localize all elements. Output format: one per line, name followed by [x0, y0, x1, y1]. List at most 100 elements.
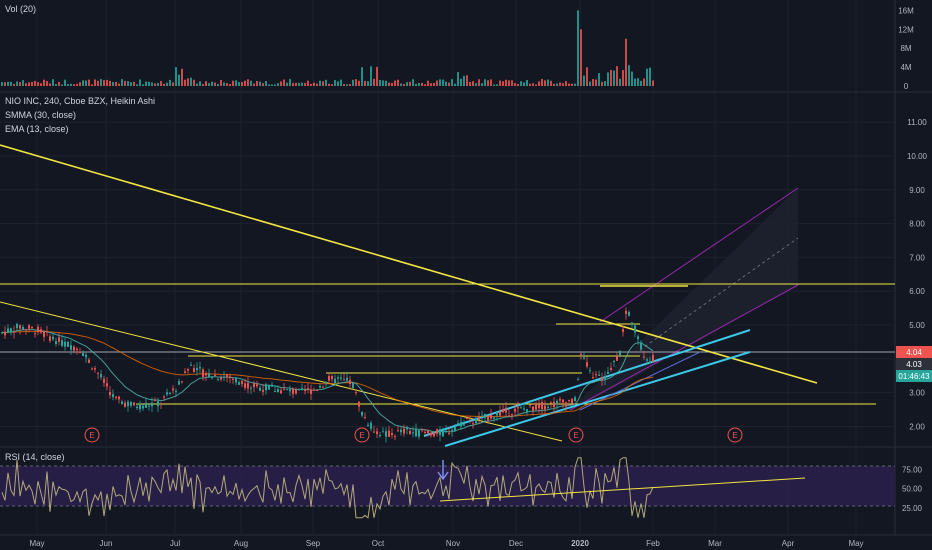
- long-downtrend-line: [0, 144, 818, 384]
- volume-tick-label: 4M: [900, 63, 911, 72]
- earnings-marker-icon[interactable]: [568, 427, 584, 443]
- earnings-marker-label: E: [359, 431, 364, 440]
- volume-bar: [376, 66, 378, 86]
- candle-body: [379, 434, 381, 436]
- candle-body: [595, 374, 597, 376]
- candle-body: [190, 364, 192, 366]
- candle-body: [241, 380, 243, 385]
- candle-body: [652, 354, 654, 362]
- candle-body: [424, 431, 426, 433]
- volume-bar: [196, 83, 198, 86]
- candle-body: [67, 341, 69, 347]
- volume-bar: [112, 82, 114, 86]
- volume-bar: [292, 82, 294, 86]
- volume-bar: [502, 81, 504, 86]
- candle-body: [391, 433, 393, 436]
- volume-bar: [547, 79, 549, 86]
- volume-bar: [25, 83, 27, 86]
- volume-bar: [652, 80, 654, 86]
- candle-body: [430, 432, 432, 436]
- candle-body: [145, 402, 147, 408]
- volume-bar: [232, 80, 234, 86]
- candle-body: [58, 337, 60, 342]
- volume-bar: [340, 79, 342, 86]
- candle-body: [385, 431, 387, 437]
- volume-bar: [310, 83, 312, 86]
- candle-body: [484, 413, 486, 418]
- candle-body: [412, 432, 414, 434]
- volume-bar: [289, 79, 291, 86]
- candle-body: [496, 412, 498, 416]
- candle-body: [418, 430, 420, 437]
- candle-body: [529, 404, 531, 406]
- candle-body: [250, 387, 252, 389]
- candle-body: [541, 401, 543, 410]
- volume-bar: [67, 84, 69, 86]
- candle-body: [532, 406, 534, 411]
- candle-body: [172, 388, 174, 391]
- time-axis[interactable]: May Jun Jul Aug Sep Oct Nov Dec 2020 Feb Mar Apr May: [29, 539, 863, 548]
- earnings-marker-icon[interactable]: [84, 427, 100, 443]
- candle-body: [49, 336, 51, 341]
- price-tick-label: 5.00: [909, 321, 925, 330]
- volume-bar: [358, 80, 360, 86]
- price-tag-timer-text: 01:46:43: [898, 372, 930, 381]
- candle-body: [445, 430, 447, 432]
- volume-tick-label: 8M: [900, 44, 911, 53]
- volume-bar: [475, 83, 477, 86]
- volume-bar: [643, 78, 645, 86]
- volume-bar: [106, 79, 108, 86]
- rsi-axis: 75.00 50.00 25.00: [902, 465, 923, 513]
- volume-bar: [286, 82, 288, 86]
- price-tag-last: [896, 346, 932, 358]
- volume-bar: [613, 70, 615, 86]
- earnings-marker-icon[interactable]: [354, 427, 370, 443]
- volume-bar: [10, 81, 12, 86]
- candle-body: [478, 416, 480, 421]
- candle-body: [268, 385, 270, 390]
- candle-body: [388, 430, 390, 437]
- candle-body: [409, 430, 411, 434]
- candle-body: [199, 367, 201, 369]
- candle-body: [574, 397, 576, 402]
- candle-body: [346, 377, 348, 381]
- candle-body: [628, 311, 630, 316]
- candle-body: [469, 418, 471, 420]
- volume-bar: [454, 83, 456, 86]
- volume-bar: [577, 10, 579, 87]
- volume-bar: [52, 79, 54, 86]
- candle-body: [340, 377, 342, 379]
- volume-bar: [499, 80, 501, 86]
- candle-body: [451, 429, 453, 432]
- volume-bar: [520, 81, 522, 86]
- candle-body: [187, 369, 189, 371]
- candle-body: [118, 396, 120, 400]
- candle-body: [235, 378, 237, 383]
- volume-bar: [607, 72, 609, 86]
- volume-bar: [610, 69, 612, 86]
- candle-body: [166, 392, 168, 395]
- price-tag-close-text: 4.03: [906, 360, 922, 369]
- volume-bar: [94, 79, 96, 86]
- candle-body: [523, 408, 525, 410]
- candle-body: [373, 431, 375, 433]
- volume-bar: [265, 80, 267, 86]
- candle-body: [61, 340, 63, 346]
- volume-bar: [247, 79, 249, 86]
- candle-body: [466, 418, 468, 420]
- candle-body: [55, 341, 57, 345]
- volume-bar: [61, 84, 63, 86]
- candle-body: [610, 367, 612, 370]
- volume-bar: [226, 83, 228, 86]
- volume-bar: [133, 81, 135, 86]
- candle-body: [598, 374, 600, 377]
- earnings-marker-icon[interactable]: [727, 427, 743, 443]
- candle-body: [121, 401, 123, 405]
- volume-bar: [217, 83, 219, 86]
- volume-bar: [415, 83, 417, 86]
- price-axis[interactable]: 11.0010.009.008.007.006.005.004.003.002.…: [907, 118, 928, 431]
- candle-body: [361, 411, 363, 416]
- volume-bar: [211, 81, 213, 86]
- volume-legend: Vol (20): [5, 4, 36, 14]
